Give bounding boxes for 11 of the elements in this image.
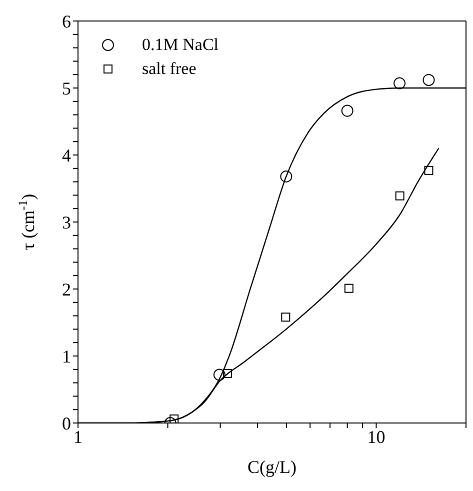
x-axis-title: C(g/L) (248, 457, 296, 477)
legend-label: salt free (142, 59, 196, 79)
x-tick-label: 10 (367, 426, 386, 447)
y-tick-label: 5 (62, 78, 71, 98)
y-tick-label: 6 (62, 11, 71, 32)
legend-label: 0.1M NaCl (142, 35, 218, 55)
y-tick-label: 4 (62, 145, 71, 166)
y-tick-label: 3 (62, 212, 71, 232)
y-tick-label: 2 (62, 279, 71, 300)
y-tick-label: 0 (62, 413, 71, 434)
y-tick-label: 1 (62, 346, 71, 366)
